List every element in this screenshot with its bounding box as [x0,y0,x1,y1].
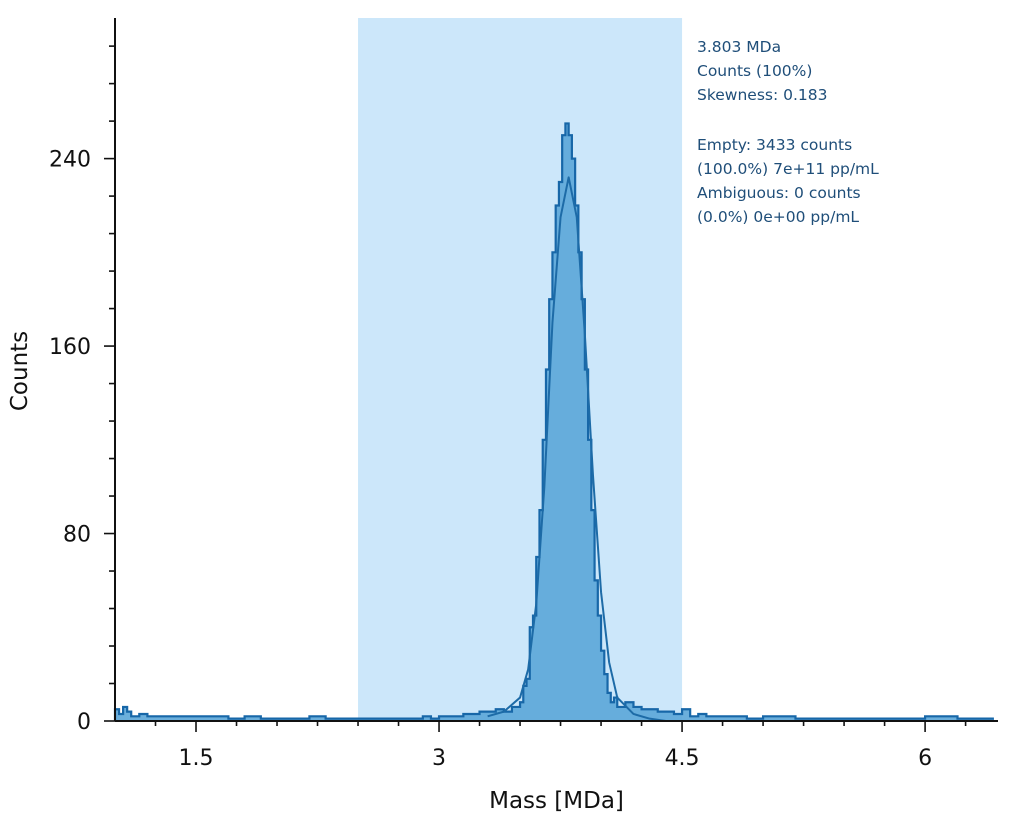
y-tick-label: 240 [49,148,91,173]
peak-annotation: 3.803 MDa Counts (100%) Skewness: 0.183 [697,38,828,104]
x-tick-label: 6 [918,746,932,771]
selection-range-band[interactable] [358,18,683,721]
histogram-outline [113,122,994,721]
x-tick-label: 3 [432,746,446,771]
annotation-skewness: Skewness: 0.183 [697,86,828,104]
y-tick-label: 80 [63,523,91,548]
x-tick-label: 4.5 [665,746,700,771]
y-axis-title: Counts [7,331,33,411]
gaussian-fit-line [487,176,667,722]
y-ticks: 0 80 160 240 [49,45,115,735]
x-tick-label: 1.5 [179,746,214,771]
annotation-empty-concentration: (100.0%) 7e+11 pp/mL [697,160,879,178]
x-axis-title: Mass [MDa] [489,788,624,814]
annotation-peak-counts: Counts (100%) [697,62,812,80]
annotation-ambiguous-counts: Ambiguous: 0 counts [697,184,861,202]
annotation-ambiguous-concentration: (0.0%) 0e+00 pp/mL [697,208,859,226]
y-tick-label: 0 [77,710,91,735]
population-annotation: Empty: 3433 counts (100.0%) 7e+11 pp/mL … [697,136,879,226]
y-tick-label: 160 [49,335,91,360]
histogram-fill [115,123,994,721]
annotation-peak-mass: 3.803 MDa [697,38,781,56]
x-ticks: 1.5 3 4.5 6 [154,721,967,771]
annotation-empty-counts: Empty: 3433 counts [697,136,852,154]
